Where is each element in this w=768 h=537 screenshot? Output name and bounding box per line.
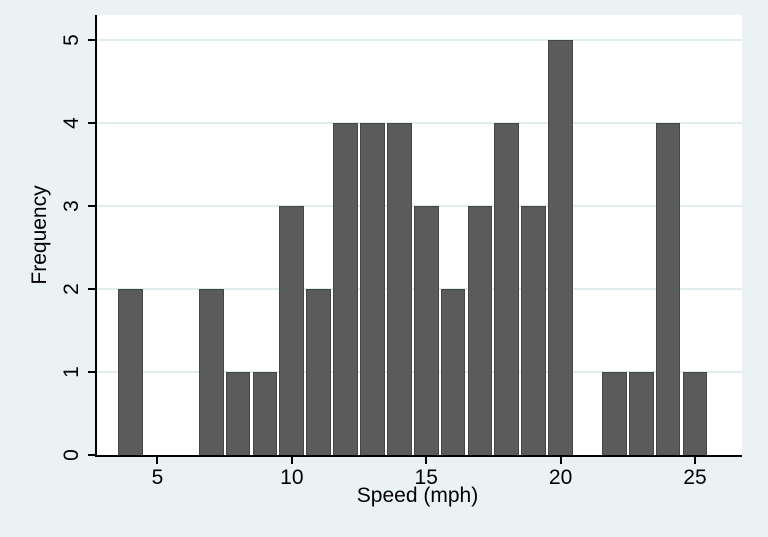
bar: [413, 205, 439, 455]
bar: [198, 288, 224, 455]
y-tick-mark: [88, 204, 95, 207]
y-tick-label: 5: [60, 34, 83, 46]
x-tick-mark: [559, 457, 562, 464]
bar: [440, 288, 466, 455]
x-tick-label: 15: [414, 466, 438, 489]
bar: [682, 371, 708, 455]
x-tick-mark: [290, 457, 293, 464]
y-tick-mark: [88, 454, 95, 456]
y-tick-mark: [88, 370, 95, 373]
gridline: [97, 121, 742, 124]
bar: [655, 122, 681, 455]
y-tick-mark: [88, 38, 95, 41]
bar: [601, 371, 627, 455]
bar: [467, 205, 493, 455]
x-axis-title: Speed (mph): [356, 484, 479, 507]
x-tick-mark: [156, 457, 159, 464]
x-tick-mark: [693, 457, 696, 464]
bar: [225, 371, 251, 455]
bar: [279, 205, 305, 455]
y-axis-title: Frequency: [28, 185, 51, 285]
y-tick-mark: [88, 287, 95, 290]
y-tick-label: 4: [60, 117, 83, 129]
bar: [494, 122, 520, 455]
bar: [360, 122, 385, 455]
gridline: [97, 38, 742, 41]
bar: [252, 371, 278, 455]
bar: [521, 205, 547, 455]
x-tick-label: 10: [280, 466, 304, 489]
y-tick-mark: [88, 121, 95, 124]
bar: [548, 39, 573, 455]
y-tick-label: 3: [60, 200, 83, 212]
x-tick-label: 5: [151, 466, 164, 489]
plot-area: [95, 15, 742, 457]
y-tick-label: 0: [60, 449, 83, 461]
y-tick-label: 1: [60, 366, 83, 378]
x-tick-label: 25: [683, 466, 707, 489]
x-tick-mark: [425, 457, 428, 464]
bar: [333, 122, 358, 455]
x-tick-label: 20: [548, 466, 573, 489]
bar: [118, 288, 143, 455]
bar: [628, 371, 654, 455]
bar: [306, 288, 332, 455]
bar: [386, 122, 412, 455]
y-tick-label: 2: [60, 283, 83, 295]
